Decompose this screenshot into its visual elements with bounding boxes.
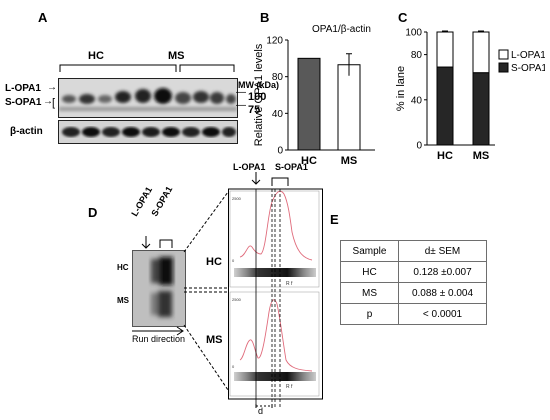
panel-label-b: B bbox=[260, 10, 270, 25]
panel-label-e: E bbox=[330, 212, 339, 227]
l-opa1-arrow-icon: → bbox=[47, 82, 57, 93]
panel-label-d: D bbox=[88, 205, 98, 220]
mw-100: 100 bbox=[248, 91, 267, 103]
rf-label-ms: R f bbox=[286, 384, 293, 390]
table-row: MS 0.088 ± 0.004 bbox=[340, 282, 487, 304]
d-distance-label: d bbox=[258, 406, 264, 416]
stacked-bar-segment bbox=[436, 66, 454, 146]
rf-label-hc: R f bbox=[286, 281, 293, 287]
group-brackets bbox=[59, 64, 235, 72]
legend-label: S-OPA1 bbox=[511, 63, 545, 74]
y-axis-label: % in lane bbox=[395, 66, 407, 111]
svg-text:0: 0 bbox=[232, 258, 235, 263]
svg-text:2500: 2500 bbox=[232, 297, 242, 302]
bar bbox=[337, 64, 361, 151]
profile-l-opa1-label: L-OPA1 bbox=[233, 162, 266, 172]
d-stats-table: Sample d± SEM HC 0.128 ±0.007 MS 0.088 ±… bbox=[340, 240, 487, 325]
mw-75-tick: — bbox=[236, 100, 246, 111]
mw-100-tick: — bbox=[236, 87, 246, 98]
panel-label-c: C bbox=[398, 10, 408, 25]
run-direction-label: Run direction bbox=[132, 334, 186, 344]
table-row: HC 0.128 ±0.007 bbox=[340, 261, 487, 283]
table-header-cell: d± SEM bbox=[398, 240, 487, 262]
y-axis-label: Relative OPA1 levels bbox=[253, 43, 265, 146]
run-direction-arrow-icon bbox=[132, 326, 184, 336]
y-tick-label: 120 bbox=[266, 36, 283, 47]
table-cell: MS bbox=[340, 282, 399, 304]
y-tick-label: 80 bbox=[272, 72, 284, 83]
table-cell: < 0.0001 bbox=[398, 303, 487, 325]
y-tick-label: 0 bbox=[416, 141, 422, 152]
panel-label-a: A bbox=[38, 10, 48, 25]
svg-text:2500: 2500 bbox=[232, 196, 242, 201]
legend-swatch bbox=[498, 49, 509, 60]
table-row: p < 0.0001 bbox=[340, 303, 487, 325]
profile-s-opa1-label: S-OPA1 bbox=[275, 162, 308, 172]
s-opa1-label: S-OPA1 bbox=[5, 97, 42, 108]
y-tick-label: 40 bbox=[411, 95, 423, 106]
table-cell: 0.088 ± 0.004 bbox=[398, 282, 487, 304]
x-tick-label: MS bbox=[341, 155, 358, 167]
y-tick-label: 100 bbox=[405, 28, 422, 39]
lane-markers bbox=[141, 236, 173, 249]
y-tick-label: 40 bbox=[272, 109, 284, 120]
l-opa1-label: L-OPA1 bbox=[5, 83, 41, 94]
s-opa1-arrow-icon: → bbox=[43, 96, 53, 107]
table-cell: 0.128 ±0.007 bbox=[398, 261, 487, 283]
legend-label: L-OPA1 bbox=[511, 50, 545, 61]
stacked-bar-segment bbox=[472, 72, 490, 146]
table-header-cell: Sample bbox=[340, 240, 399, 262]
group-label-ms: MS bbox=[168, 50, 185, 62]
stacked-bar-segment bbox=[472, 31, 490, 74]
bar bbox=[297, 57, 321, 151]
actin-blot bbox=[58, 120, 238, 144]
table-cell: p bbox=[340, 303, 399, 325]
table-cell: HC bbox=[340, 261, 399, 283]
s-opa1-bracket: [ bbox=[52, 97, 56, 109]
x-tick-label: HC bbox=[437, 150, 453, 162]
densitometry-profiles: 2500 0 R f 2500 0 R f bbox=[228, 172, 323, 408]
lane-hc-label: HC bbox=[117, 263, 129, 272]
opa1-blot bbox=[58, 78, 238, 118]
svg-text:0: 0 bbox=[232, 364, 235, 369]
profile-ms-label: MS bbox=[206, 334, 223, 346]
y-tick-label: 0 bbox=[277, 146, 283, 157]
x-tick-label: MS bbox=[473, 150, 490, 162]
profile-hc-label: HC bbox=[206, 256, 222, 268]
group-label-hc: HC bbox=[88, 50, 104, 62]
chart-title: OPA1/β-actin bbox=[312, 24, 371, 35]
table-header-row: Sample d± SEM bbox=[340, 240, 487, 262]
beta-actin-label: β-actin bbox=[10, 126, 43, 137]
legend-swatch bbox=[498, 62, 509, 73]
gel-lane-image bbox=[132, 250, 186, 327]
x-tick-label: HC bbox=[301, 155, 317, 167]
y-tick-label: 80 bbox=[411, 50, 423, 61]
percent-in-lane-chart: 0 40 80 100 % in lane HC MS L-OPA1 S-OPA1 bbox=[395, 28, 545, 163]
lane-ms-label: MS bbox=[117, 296, 129, 305]
mw-75: 75 bbox=[248, 104, 261, 116]
stacked-bar-segment bbox=[436, 31, 454, 68]
mw-label: MW (kDa) bbox=[238, 80, 279, 90]
